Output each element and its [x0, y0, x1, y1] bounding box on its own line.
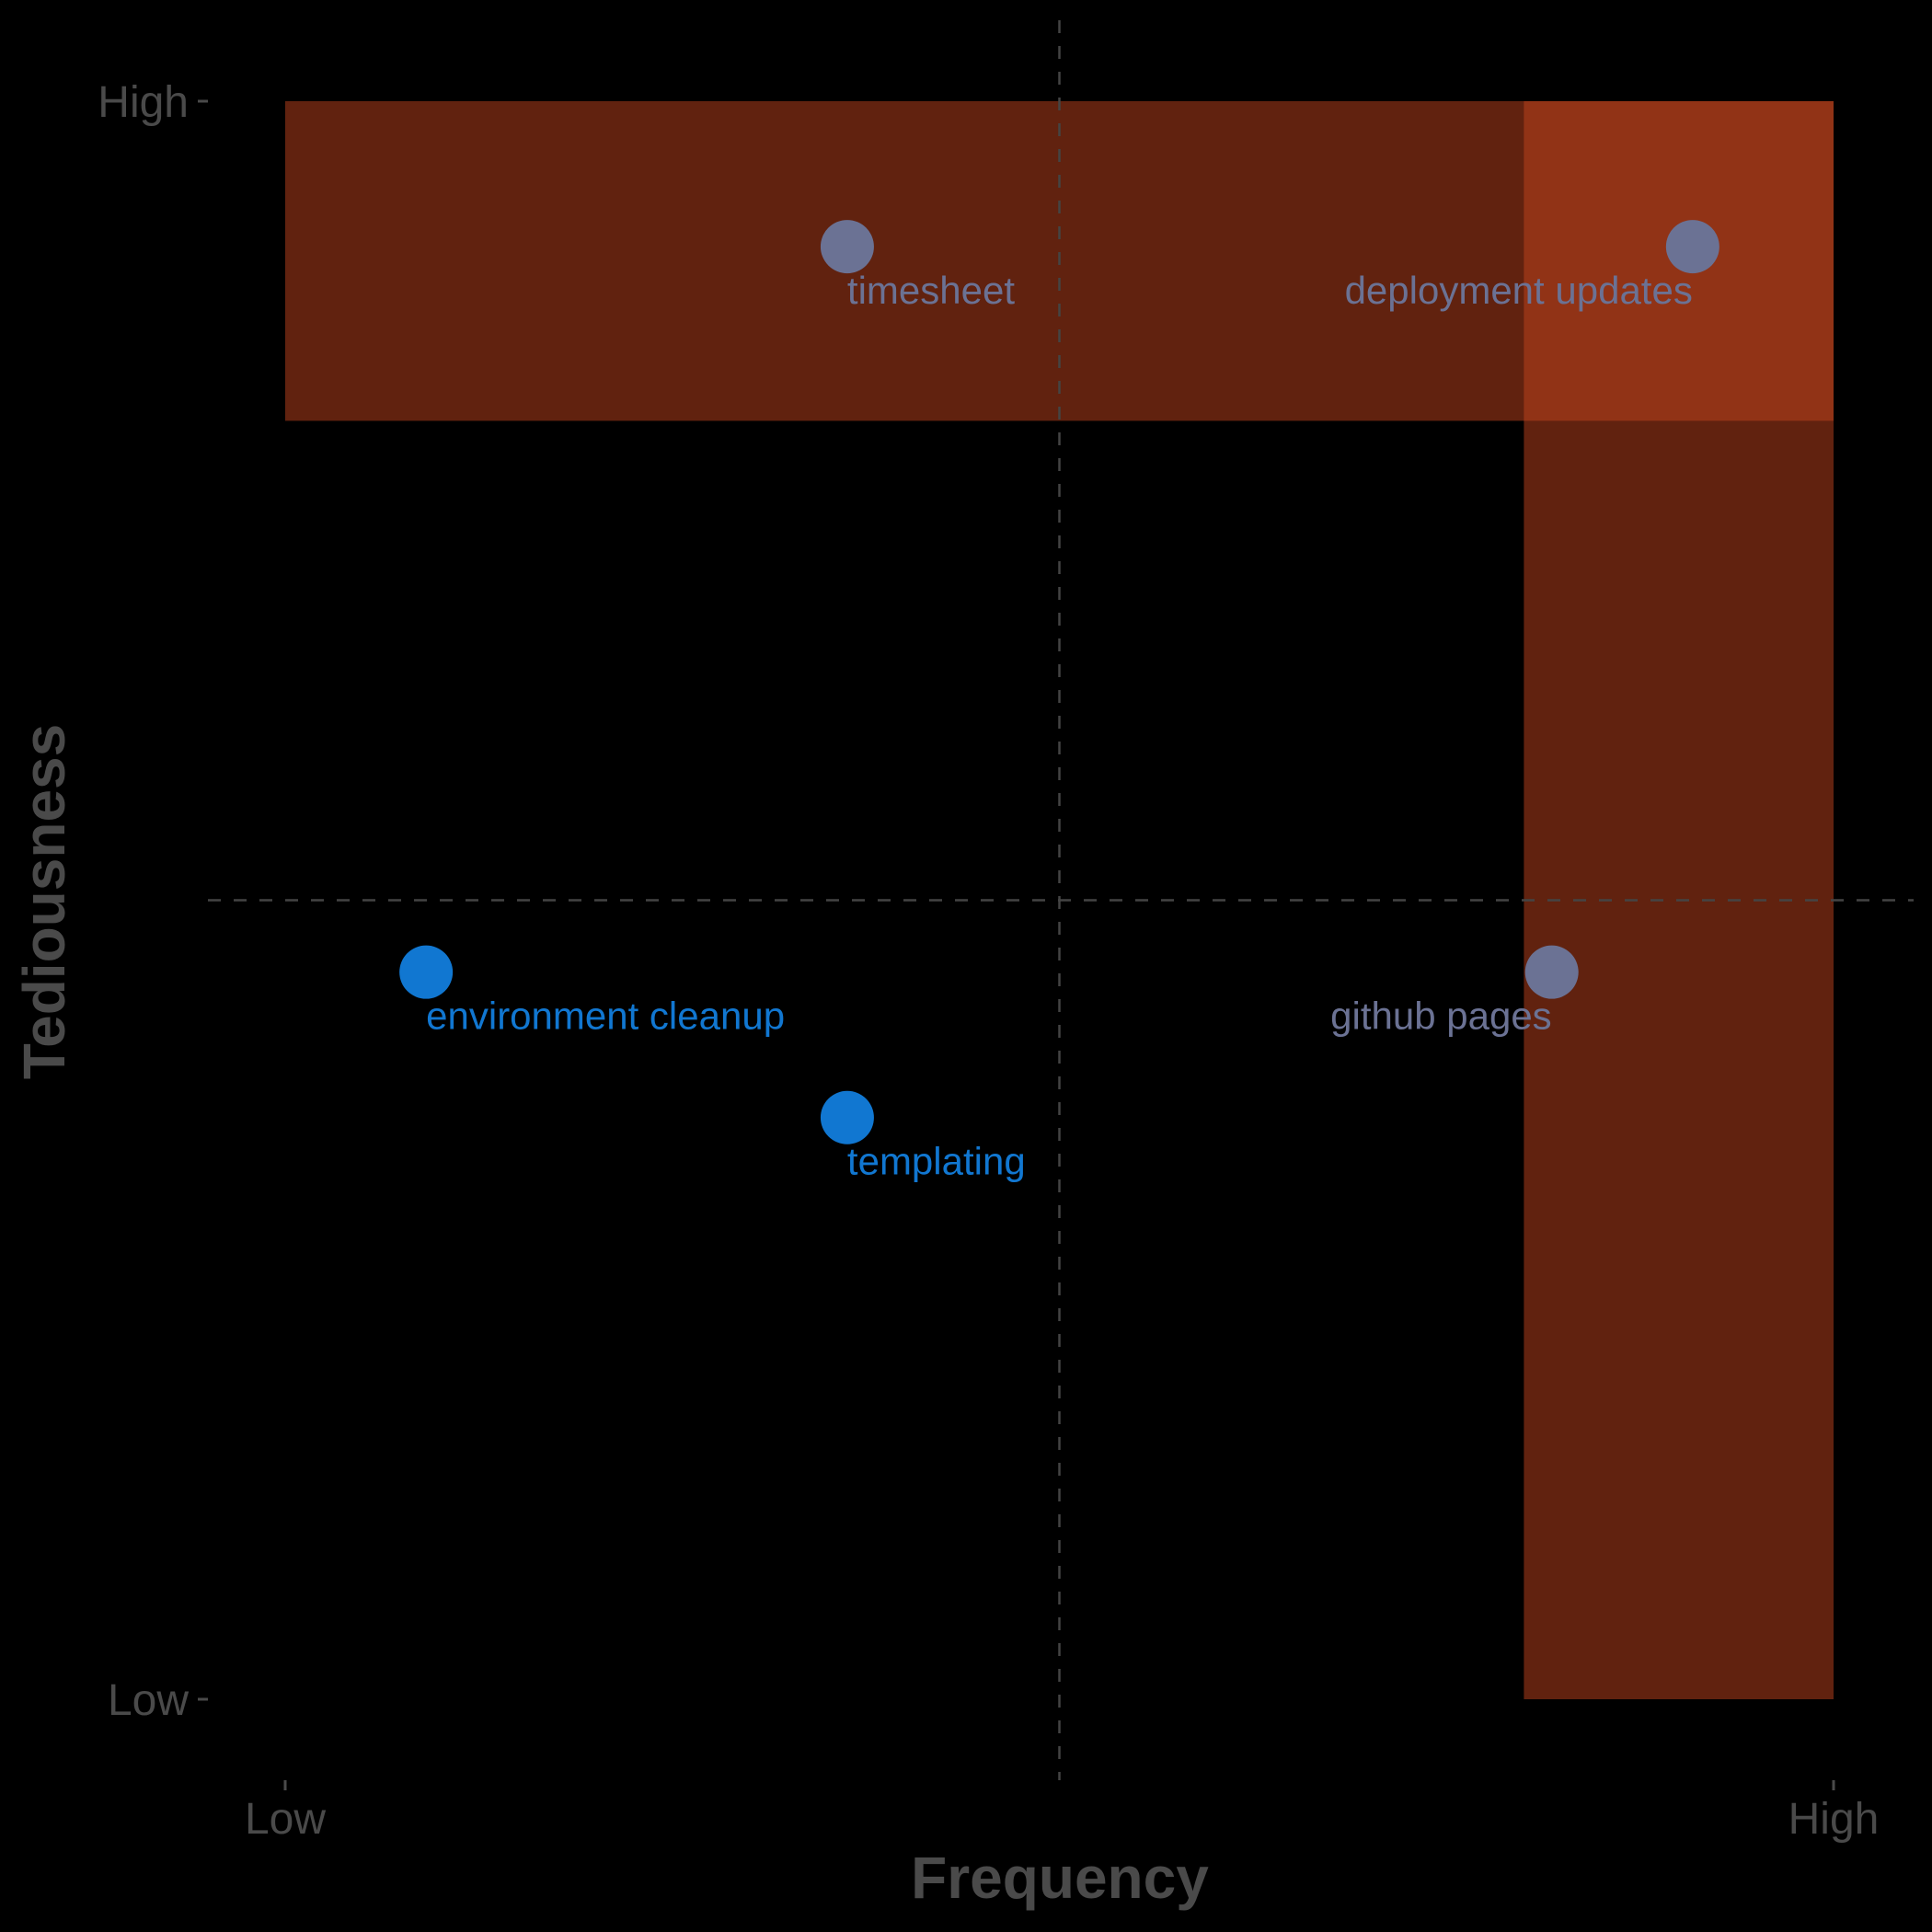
- reference-lines: [208, 20, 1914, 1780]
- data-point-label: templating: [847, 1140, 1026, 1183]
- data-point: [820, 1090, 874, 1144]
- data-points: timesheet deployment updates environment c…: [399, 220, 1719, 1183]
- data-point: [1665, 220, 1719, 274]
- x-axis-title: Frequency: [911, 1845, 1209, 1911]
- y-tick-label: High: [98, 78, 189, 127]
- axes: Low High Low High: [98, 78, 1879, 1844]
- data-point: [820, 220, 874, 274]
- data-point-label: environment cleanup: [426, 995, 785, 1038]
- y-axis-title: Tediousness: [11, 724, 77, 1079]
- y-tick-label: Low: [108, 1676, 189, 1725]
- data-point-label: timesheet: [847, 269, 1015, 312]
- data-point: [1524, 945, 1579, 999]
- data-point-label: deployment updates: [1345, 269, 1693, 312]
- x-tick-label: Low: [245, 1795, 326, 1844]
- x-tick-label: High: [1788, 1795, 1880, 1844]
- data-point: [399, 945, 454, 999]
- data-point-label: github pages: [1330, 995, 1552, 1038]
